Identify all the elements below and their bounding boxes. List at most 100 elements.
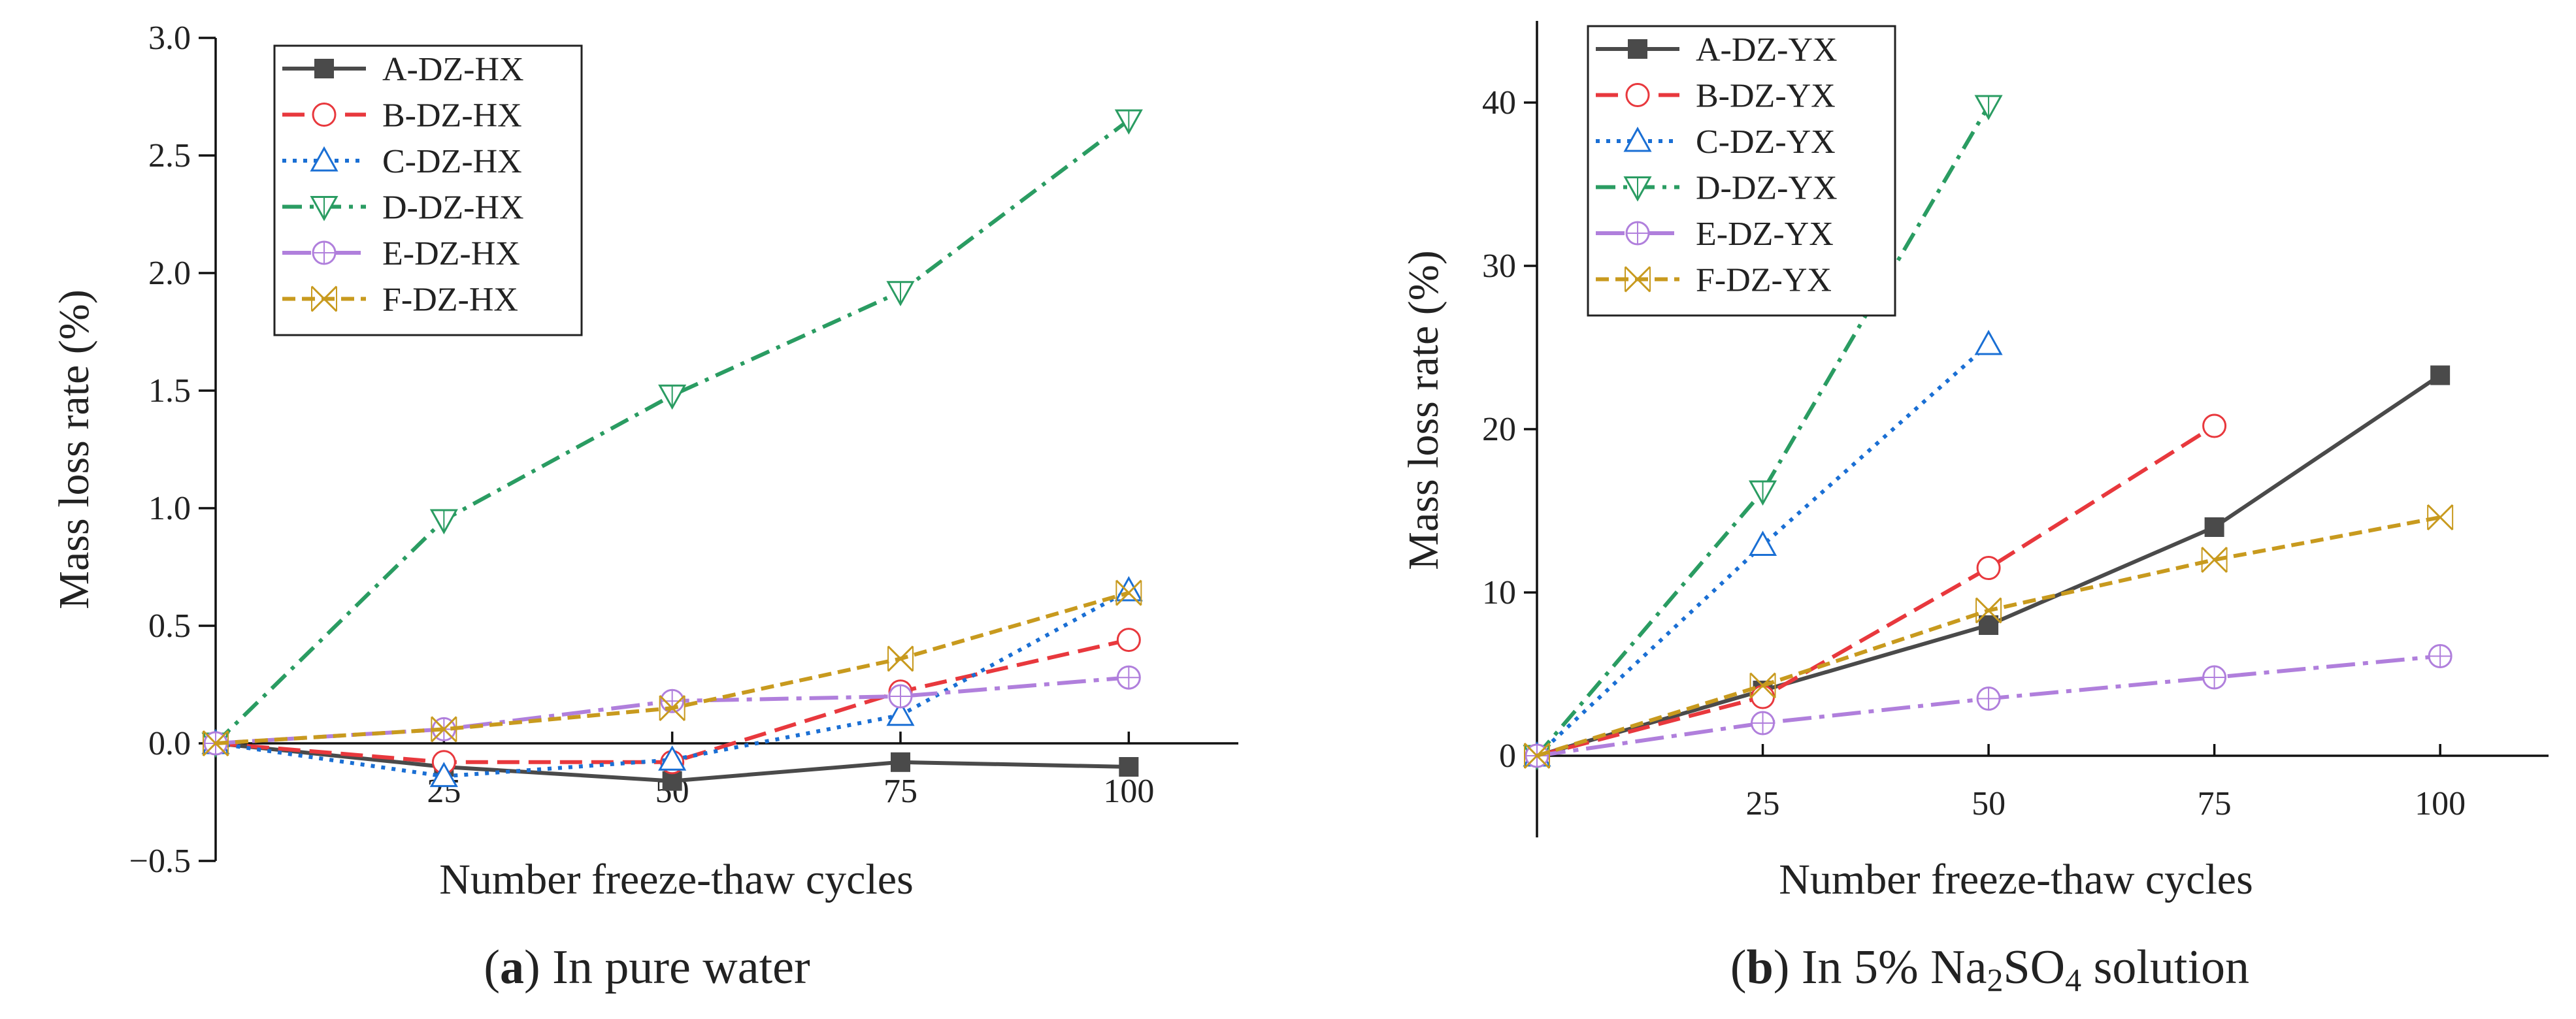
data-point-F-DZ-YX-d2 [1523, 742, 1551, 769]
y-tick-label: 0.0 [148, 725, 191, 762]
data-point-A-DZ-YX-shape [1979, 615, 1999, 635]
legend-label-B-DZ-YX: B-DZ-YX [1696, 78, 1836, 115]
legend-label-E-DZ-HX: E-DZ-HX [382, 235, 520, 272]
data-point-D-DZ-HX [1114, 109, 1143, 135]
legend-label-A-DZ-HX: A-DZ-HX [382, 51, 524, 88]
legend-marker-E-DZ-YX [1625, 221, 1650, 246]
x-tick-label: 100 [1103, 773, 1154, 810]
data-point-B-DZ-HX [1116, 628, 1141, 653]
data-point-E-DZ-HX [888, 684, 913, 709]
legend-marker-C-DZ-HX-shape [310, 146, 339, 172]
legend-marker-A-DZ-HX-shape [314, 59, 334, 78]
legend-label-D-DZ-HX: D-DZ-HX [382, 189, 524, 227]
legend-label-A-DZ-YX: A-DZ-YX [1696, 31, 1838, 69]
series-B-DZ-YX [1525, 413, 2227, 768]
data-point-F-DZ-HX [1115, 579, 1142, 606]
data-point-C-DZ-HX [886, 700, 915, 726]
legend-marker-F-DZ-YX [1624, 266, 1651, 293]
data-point-F-DZ-YX-d2 [2427, 504, 2454, 531]
legend-label-D-DZ-YX: D-DZ-YX [1696, 170, 1838, 207]
data-point-E-DZ-YX [2202, 665, 2227, 690]
data-point-F-DZ-YX [1975, 597, 2002, 624]
data-point-D-DZ-YX [1748, 480, 1777, 506]
data-point-C-DZ-HX-shape [429, 762, 458, 787]
legend-label-E-DZ-YX: E-DZ-YX [1696, 216, 1834, 253]
legend-label-C-DZ-YX: C-DZ-YX [1696, 123, 1836, 161]
legend-marker-B-DZ-HX [312, 103, 337, 127]
x-tick-label: 100 [2415, 785, 2466, 822]
data-point-D-DZ-HX [658, 384, 687, 410]
series-F-DZ-YX [1523, 504, 2454, 769]
data-point-F-DZ-HX-d2 [1115, 579, 1142, 606]
data-point-C-DZ-HX [658, 745, 687, 771]
y-tick-label: 2.5 [148, 137, 191, 174]
y-tick-label: 0 [1499, 737, 1516, 775]
data-point-F-DZ-YX [1523, 742, 1551, 769]
series-line-D-DZ-YX [1535, 105, 1990, 757]
legend-box [273, 44, 583, 336]
y-axis-title: Mass loss rate (%) [50, 289, 98, 609]
legend-marker-E-DZ-HX [312, 240, 337, 265]
legend: A-DZ-YX B-DZ-YX C-DZ-YX D-DZ-YX E-DZ-YX F-DZ-… [1587, 25, 1896, 317]
data-point-A-DZ-HX [662, 771, 682, 791]
data-point-D-DZ-YX [1974, 95, 2003, 121]
series-E-DZ-HX [203, 665, 1141, 756]
legend-label-C-DZ-HX: C-DZ-HX [382, 143, 522, 180]
caption-b: (b) In 5% Na2SO4 solution [1730, 941, 2249, 998]
y-tick-label: 30 [1482, 248, 1516, 285]
data-point-C-DZ-HX [429, 762, 458, 787]
caption-a: (a) In pure water [484, 941, 810, 994]
series-line-B-DZ-YX [1536, 424, 2216, 758]
legend-marker-B-DZ-YX-shape [1625, 83, 1650, 107]
data-point-A-DZ-HX-shape [890, 752, 910, 772]
data-point-A-DZ-HX [1119, 757, 1139, 777]
data-point-F-DZ-HX [431, 716, 457, 743]
data-point-F-DZ-YX-d2 [2201, 546, 2228, 574]
chart-b: 0 10 20 30 40 25 50 75 100 Number freeze-thaw cyc… [1400, 21, 2549, 903]
legend-marker-F-DZ-HX [310, 285, 338, 312]
y-tick-label: 20 [1482, 411, 1516, 448]
legend: A-DZ-HX B-DZ-HX C-DZ-HX D-DZ-HX E-DZ-HX F-DZ-… [273, 44, 583, 336]
legend-marker-D-DZ-HX [310, 196, 339, 221]
data-point-F-DZ-YX [2201, 546, 2228, 574]
legend-marker-C-DZ-YX-shape [1623, 126, 1652, 152]
data-point-F-DZ-HX-d2 [431, 716, 457, 743]
data-point-A-DZ-YX [2430, 365, 2451, 385]
data-point-B-DZ-YX [2202, 413, 2227, 438]
y-axis-title: Mass loss rate (%) [1400, 250, 1447, 570]
y-tick-label: 0.5 [148, 607, 191, 645]
data-point-A-DZ-HX [890, 752, 910, 772]
data-point-B-DZ-YX-shape [1976, 556, 2001, 580]
x-tick-label: 25 [1746, 785, 1780, 822]
data-point-D-DZ-HX [429, 509, 458, 535]
legend-marker-C-DZ-YX [1623, 126, 1652, 152]
series-line-F-DZ-HX [215, 590, 1130, 745]
x-axis-title: Number freeze-thaw cycles [1779, 856, 2253, 903]
data-point-C-DZ-YX-shape [1974, 329, 2003, 355]
x-tick-label: 75 [883, 773, 917, 810]
data-point-F-DZ-HX-d2 [659, 694, 685, 722]
y-tick-label: 10 [1482, 574, 1516, 611]
legend-marker-F-DZ-YX-d2 [1624, 266, 1651, 293]
data-point-A-DZ-YX-shape [2430, 365, 2451, 385]
series-E-DZ-YX [1525, 644, 2452, 768]
series-F-DZ-HX [202, 579, 1142, 757]
y-tick-label: −0.5 [129, 843, 191, 880]
data-point-F-DZ-YX [1749, 672, 1776, 699]
legend-label-F-DZ-HX: F-DZ-HX [382, 282, 518, 319]
legend-label-F-DZ-YX: F-DZ-YX [1696, 262, 1832, 299]
data-point-F-DZ-HX [202, 730, 229, 757]
data-point-C-DZ-HX [1114, 575, 1143, 602]
data-point-C-DZ-HX-shape [886, 700, 915, 726]
data-point-F-DZ-YX-d2 [1749, 672, 1776, 699]
y-tick-label: 2.0 [148, 255, 191, 292]
y-tick-label: 40 [1482, 84, 1516, 121]
y-tick-label: 1.0 [148, 490, 191, 527]
legend-marker-A-DZ-YX-shape [1628, 39, 1647, 59]
legend-marker-A-DZ-YX [1628, 39, 1647, 59]
data-point-A-DZ-YX [2204, 517, 2224, 537]
legend-marker-B-DZ-YX [1625, 83, 1650, 107]
data-point-C-DZ-YX-shape [1748, 530, 1777, 556]
data-point-F-DZ-HX [887, 645, 914, 672]
